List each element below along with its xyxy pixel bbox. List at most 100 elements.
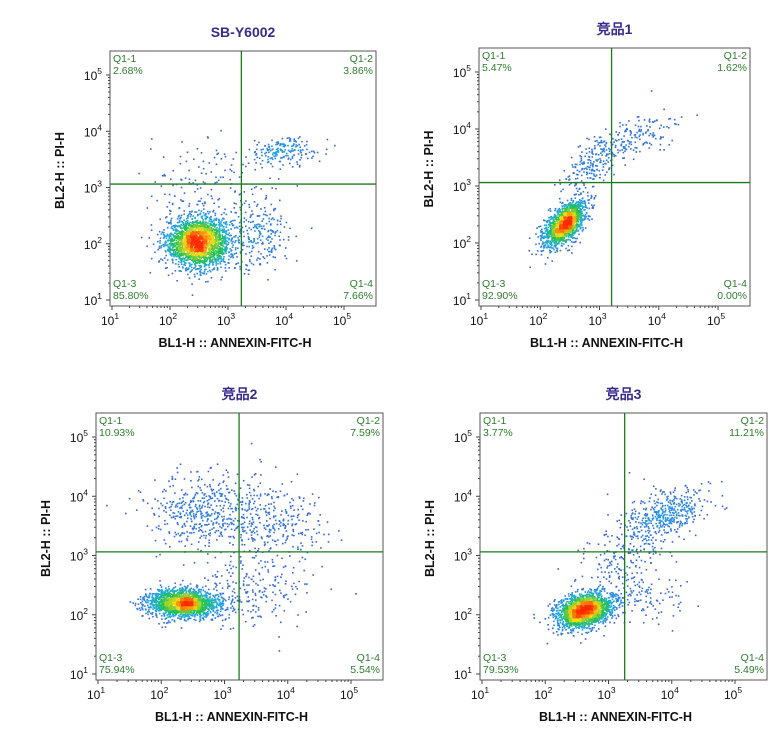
- event-point: [576, 177, 579, 180]
- event-point: [567, 238, 570, 241]
- event-point: [245, 253, 247, 255]
- event-point: [555, 226, 558, 228]
- event-point: [585, 212, 588, 214]
- event-point: [175, 255, 178, 258]
- event-point: [167, 222, 170, 225]
- event-point: [241, 244, 244, 247]
- event-point: [185, 228, 188, 230]
- event-point: [179, 243, 181, 246]
- event-point: [572, 204, 574, 207]
- event-point: [220, 229, 223, 232]
- event-point: [239, 265, 241, 268]
- event-point: [559, 211, 561, 213]
- event-point: [199, 221, 202, 223]
- event-point: [620, 138, 623, 140]
- event-point: [652, 136, 654, 138]
- event-point: [281, 150, 283, 152]
- event-point: [181, 231, 183, 233]
- event-point: [255, 225, 258, 228]
- event-point: [229, 560, 232, 563]
- event-point: [224, 250, 226, 253]
- event-point: [569, 223, 572, 225]
- event-point: [273, 246, 276, 248]
- event-point: [190, 471, 192, 473]
- event-point: [198, 229, 200, 232]
- event-point: [177, 216, 180, 218]
- event-point: [548, 224, 550, 226]
- event-point: [226, 237, 229, 239]
- event-point: [220, 258, 223, 261]
- event-point: [200, 197, 203, 200]
- event-point: [296, 161, 298, 163]
- event-point: [208, 247, 210, 250]
- event-point: [229, 256, 232, 259]
- event-point: [206, 244, 208, 246]
- event-point: [663, 108, 665, 111]
- event-point: [261, 243, 263, 245]
- event-point: [196, 203, 199, 206]
- event-point: [593, 197, 595, 200]
- event-point: [220, 278, 222, 281]
- event-point: [216, 233, 219, 235]
- event-point: [579, 241, 581, 244]
- event-point: [170, 219, 172, 222]
- event-point: [218, 225, 221, 227]
- event-point: [224, 239, 227, 241]
- event-point: [586, 137, 588, 140]
- event-point: [266, 161, 269, 164]
- event-point: [164, 267, 167, 269]
- event-point: [180, 261, 182, 263]
- event-point: [543, 227, 546, 230]
- event-point: [567, 211, 570, 213]
- event-point: [192, 231, 194, 234]
- event-point: [303, 145, 306, 147]
- event-point: [197, 253, 200, 255]
- event-point: [554, 218, 557, 220]
- event-point: [617, 151, 619, 154]
- event-point: [607, 161, 609, 163]
- event-point: [605, 154, 608, 157]
- event-point: [194, 266, 196, 269]
- event-points: [138, 129, 336, 296]
- event-point: [321, 565, 323, 568]
- event-point: [169, 249, 171, 252]
- event-point: [188, 181, 191, 184]
- event-point: [181, 246, 183, 249]
- event-point: [182, 267, 184, 269]
- event-point: [569, 178, 571, 181]
- event-point: [217, 229, 219, 232]
- event-point: [198, 238, 200, 240]
- y-tick-label: 105: [84, 66, 102, 83]
- event-point: [179, 236, 181, 238]
- event-point: [552, 237, 554, 239]
- event-point: [544, 235, 546, 238]
- event-point: [287, 158, 290, 160]
- event-point: [545, 227, 547, 230]
- event-point: [277, 142, 279, 145]
- event-point: [580, 217, 583, 219]
- event-point: [198, 236, 201, 238]
- event-point: [146, 525, 149, 527]
- event-point: [625, 130, 627, 133]
- event-point: [563, 206, 566, 208]
- event-point: [640, 130, 642, 133]
- event-point: [193, 561, 196, 564]
- event-point: [561, 202, 563, 205]
- event-point: [273, 247, 276, 250]
- event-point: [276, 229, 279, 232]
- event-point: [302, 149, 304, 151]
- event-point: [212, 235, 215, 237]
- event-point: [571, 234, 573, 236]
- event-point: [158, 623, 160, 625]
- event-point: [252, 263, 255, 266]
- event-point: [541, 234, 543, 236]
- event-point: [187, 241, 189, 244]
- event-point: [205, 268, 207, 270]
- event-point: [583, 171, 585, 173]
- event-point: [545, 241, 548, 243]
- event-point: [655, 137, 657, 140]
- event-point: [584, 205, 587, 207]
- event-point: [563, 216, 565, 219]
- event-point: [207, 270, 209, 273]
- event-point: [223, 228, 225, 230]
